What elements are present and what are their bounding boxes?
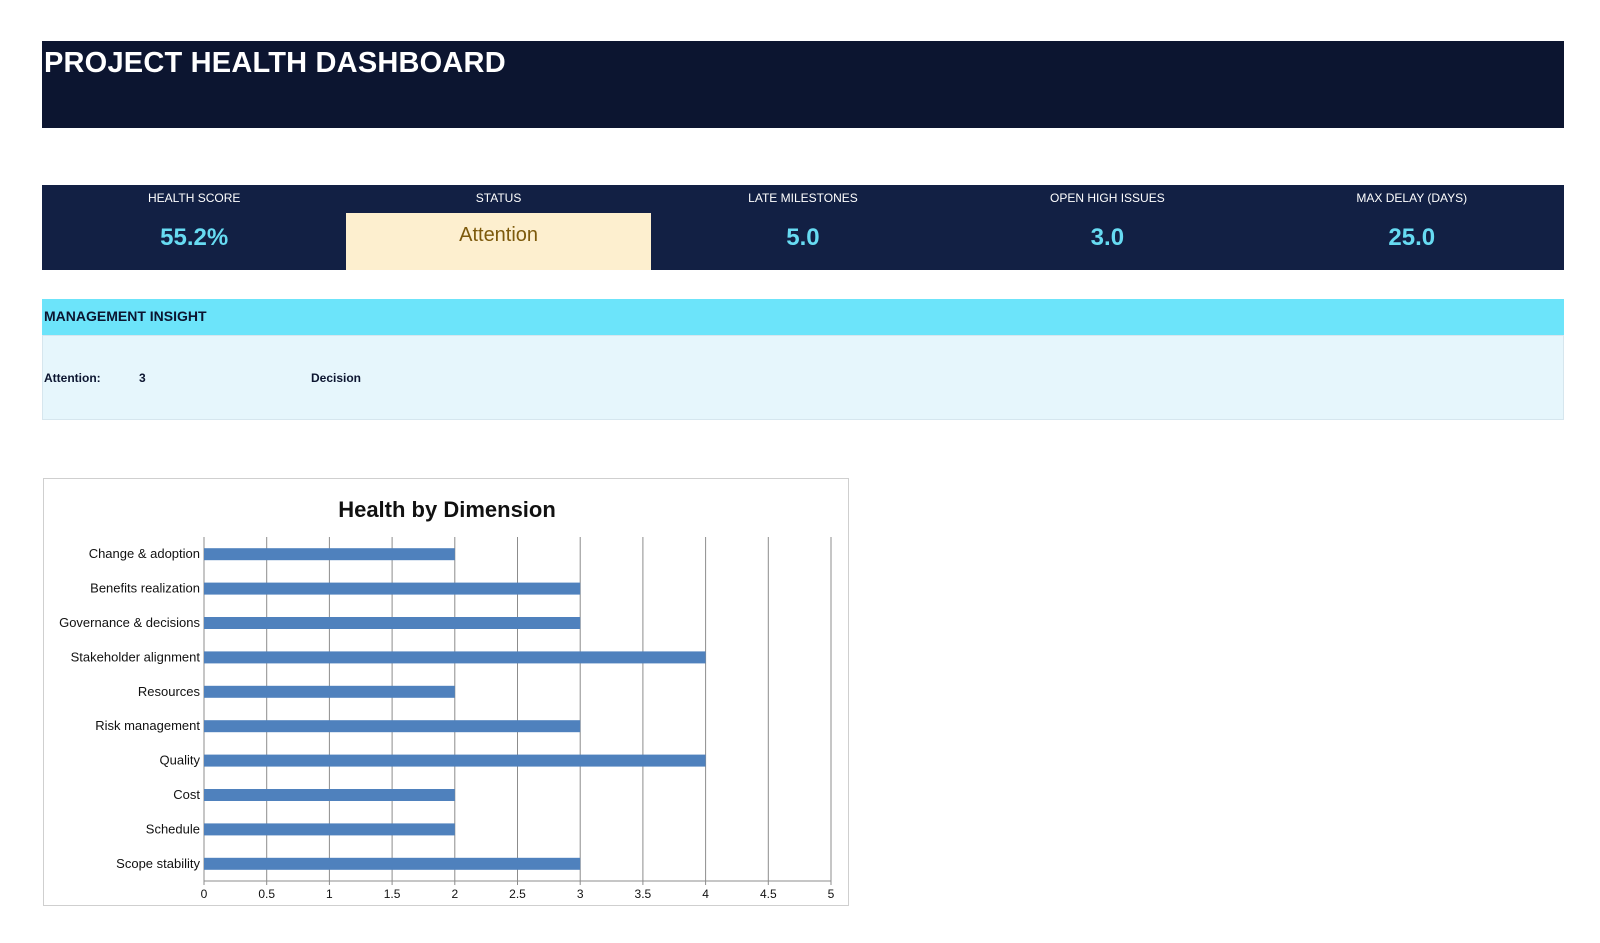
kpi-label: STATUS bbox=[475, 191, 522, 205]
kpi-open-high-issues: OPEN HIGH ISSUES 3.0 bbox=[955, 185, 1259, 270]
category-label: Risk management bbox=[95, 718, 200, 733]
kpi-value: 3.0 bbox=[1090, 224, 1125, 251]
bar bbox=[204, 857, 581, 870]
kpi-value: 5.0 bbox=[786, 224, 820, 251]
decision-label: Decision bbox=[311, 371, 362, 385]
bar bbox=[204, 720, 581, 733]
bar bbox=[204, 789, 455, 801]
bar bbox=[204, 582, 581, 595]
kpi-late-milestones: LATE MILESTONES 5.0 bbox=[651, 185, 955, 270]
insight-title: MANAGEMENT INSIGHT bbox=[44, 308, 207, 324]
category-label: Governance & decisions bbox=[59, 615, 200, 630]
bar bbox=[204, 651, 706, 664]
x-tick-label: 4 bbox=[702, 887, 709, 901]
category-label: Resources bbox=[138, 684, 201, 699]
kpi-strip: HEALTH SCORE 55.2% STATUS Attention LATE… bbox=[42, 185, 1564, 270]
status-badge: Attention bbox=[346, 213, 651, 270]
kpi-value: 25.0 bbox=[1388, 224, 1436, 251]
kpi-health-score: HEALTH SCORE 55.2% bbox=[42, 185, 346, 270]
x-tick-label: 1.5 bbox=[384, 887, 401, 901]
insight-header: MANAGEMENT INSIGHT bbox=[42, 299, 1564, 335]
category-label: Cost bbox=[173, 787, 200, 802]
chart-title: Health by Dimension bbox=[338, 497, 556, 522]
x-tick-label: 1 bbox=[326, 887, 333, 901]
insight-body: Attention: 3 Decision bbox=[42, 335, 1564, 420]
x-tick-label: 0 bbox=[201, 887, 208, 901]
x-tick-label: 2.5 bbox=[509, 887, 526, 901]
kpi-label: OPEN HIGH ISSUES bbox=[1050, 191, 1165, 205]
title-banner: PROJECT HEALTH DASHBOARD bbox=[42, 41, 1564, 128]
attention-value: 3 bbox=[139, 371, 146, 385]
bar bbox=[204, 617, 581, 629]
kpi-label: LATE MILESTONES bbox=[748, 191, 858, 205]
category-label: Benefits realization bbox=[90, 581, 200, 596]
x-tick-label: 3 bbox=[577, 887, 584, 901]
kpi-value: Attention bbox=[459, 224, 539, 246]
bar bbox=[204, 685, 455, 698]
category-label: Change & adoption bbox=[89, 546, 200, 561]
health-by-dimension-chart: Health by Dimension 0 0.5 1 1.5 2 2.5 3 3.5 4 4.5 5… bbox=[43, 478, 849, 906]
kpi-label: MAX DELAY (DAYS) bbox=[1356, 191, 1468, 205]
category-label: Schedule bbox=[146, 821, 200, 836]
x-tick-label: 0.5 bbox=[258, 887, 275, 901]
category-label: Quality bbox=[160, 753, 201, 768]
x-tick-label: 5 bbox=[828, 887, 835, 901]
x-tick-label: 2 bbox=[451, 887, 458, 901]
bar bbox=[204, 823, 455, 836]
bar bbox=[204, 754, 706, 767]
kpi-label: HEALTH SCORE bbox=[147, 191, 241, 205]
category-label: Scope stability bbox=[116, 856, 200, 871]
x-tick-label: 3.5 bbox=[635, 887, 652, 901]
category-label: Stakeholder alignment bbox=[71, 649, 201, 664]
bar bbox=[204, 548, 455, 561]
kpi-value: 55.2% bbox=[160, 224, 229, 251]
x-tick-label: 4.5 bbox=[760, 887, 777, 901]
attention-label: Attention: bbox=[44, 371, 101, 385]
chart-svg: Health by Dimension 0 0.5 1 1.5 2 2.5 3 3.5 4 4.5 5… bbox=[59, 497, 835, 901]
kpi-max-delay: MAX DELAY (DAYS) 25.0 bbox=[1260, 185, 1564, 270]
kpi-status: STATUS Attention bbox=[346, 185, 651, 270]
page-title: PROJECT HEALTH DASHBOARD bbox=[44, 47, 506, 79]
